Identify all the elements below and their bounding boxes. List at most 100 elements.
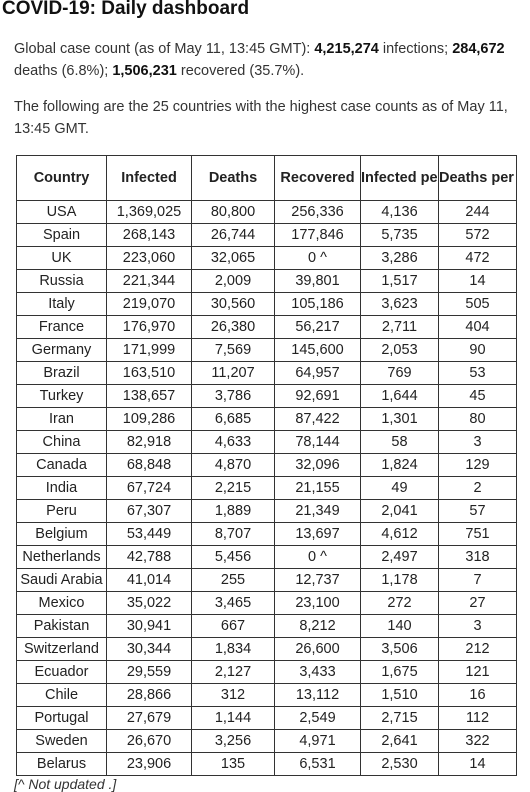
cell-recovered: 26,600 — [274, 637, 361, 661]
cell-infected: 53,449 — [106, 522, 192, 546]
cell-country: China — [16, 430, 107, 454]
cell-recovered: 3,433 — [274, 660, 361, 684]
cell-infected: 171,999 — [106, 338, 192, 362]
cell-country: Saudi Arabia — [16, 568, 107, 592]
cell-country: Germany — [16, 338, 107, 362]
cell-recovered: 56,217 — [274, 315, 361, 339]
table-row: Canada 68,848 4,870 32,096 1,824 129 — [16, 453, 517, 477]
table-row: Chile 28,866 312 13,112 1,510 16 — [16, 683, 517, 707]
cell-deaths-per-million: 112 — [438, 706, 517, 730]
cell-deaths: 7,569 — [191, 338, 275, 362]
table-row: Brazil 163,510 11,207 64,957 769 53 — [16, 361, 517, 385]
table-row: Switzerland 30,344 1,834 26,600 3,506 212 — [16, 637, 517, 661]
table-row: Peru 67,307 1,889 21,349 2,041 57 — [16, 499, 517, 523]
cell-deaths-per-million: 53 — [438, 361, 517, 385]
table-row: Saudi Arabia 41,014 255 12,737 1,178 7 — [16, 568, 517, 592]
cell-infected-per-million: 5,735 — [360, 223, 439, 247]
table-row: Sweden 26,670 3,256 4,971 2,641 322 — [16, 729, 517, 753]
cell-deaths-per-million: 3 — [438, 614, 517, 638]
cell-country: Netherlands — [16, 545, 107, 569]
deaths-value: 284,672 — [452, 41, 505, 57]
cell-deaths: 135 — [191, 752, 275, 776]
cell-recovered: 21,155 — [274, 476, 361, 500]
cell-infected: 28,866 — [106, 683, 192, 707]
cell-infected: 29,559 — [106, 660, 192, 684]
country-cases-table: Country Infected Deaths Recovered Infect… — [16, 155, 517, 776]
cell-infected: 138,657 — [106, 384, 192, 408]
cell-deaths: 3,465 — [191, 591, 275, 615]
cell-recovered: 256,336 — [274, 200, 361, 224]
cell-deaths: 667 — [191, 614, 275, 638]
cell-deaths-per-million: 27 — [438, 591, 517, 615]
cell-recovered: 105,186 — [274, 292, 361, 316]
cell-deaths-per-million: 322 — [438, 729, 517, 753]
cell-country: Russia — [16, 269, 107, 293]
cell-infected: 221,344 — [106, 269, 192, 293]
cell-infected-per-million: 49 — [360, 476, 439, 500]
cell-deaths: 4,870 — [191, 453, 275, 477]
page-title: COVID-19: Daily dashboard — [2, 0, 250, 19]
table-row: Pakistan 30,941 667 8,212 140 3 — [16, 614, 517, 638]
cell-deaths: 1,144 — [191, 706, 275, 730]
column-header-infected: Infected — [106, 155, 192, 201]
cell-country: India — [16, 476, 107, 500]
cell-recovered: 0 ^ — [274, 545, 361, 569]
cell-deaths-per-million: 14 — [438, 752, 517, 776]
column-header-recovered: Recovered — [274, 155, 361, 201]
cell-infected-per-million: 1,301 — [360, 407, 439, 431]
cell-recovered: 2,549 — [274, 706, 361, 730]
table-row: USA 1,369,025 80,800 256,336 4,136 244 — [16, 200, 517, 224]
cell-recovered: 39,801 — [274, 269, 361, 293]
cell-deaths: 32,065 — [191, 246, 275, 270]
cell-infected-per-million: 4,612 — [360, 522, 439, 546]
table-row: Spain 268,143 26,744 177,846 5,735 572 — [16, 223, 517, 247]
table-row: Italy 219,070 30,560 105,186 3,623 505 — [16, 292, 517, 316]
cell-country: Switzerland — [16, 637, 107, 661]
cell-country: Pakistan — [16, 614, 107, 638]
cell-infected: 176,970 — [106, 315, 192, 339]
cell-infected-per-million: 769 — [360, 361, 439, 385]
cell-deaths: 11,207 — [191, 361, 275, 385]
cell-country: France — [16, 315, 107, 339]
cell-infected: 82,918 — [106, 430, 192, 454]
table-row: Russia 221,344 2,009 39,801 1,517 14 — [16, 269, 517, 293]
cell-deaths-per-million: 16 — [438, 683, 517, 707]
cell-recovered: 13,697 — [274, 522, 361, 546]
cell-deaths: 1,889 — [191, 499, 275, 523]
cell-infected-per-million: 1,644 — [360, 384, 439, 408]
cell-infected: 30,941 — [106, 614, 192, 638]
cell-deaths: 3,786 — [191, 384, 275, 408]
cell-country: Chile — [16, 683, 107, 707]
cell-recovered: 78,144 — [274, 430, 361, 454]
table-intro: The following are the 25 countries with … — [14, 99, 508, 137]
cell-recovered: 6,531 — [274, 752, 361, 776]
cell-deaths: 312 — [191, 683, 275, 707]
cell-infected-per-million: 2,041 — [360, 499, 439, 523]
cell-infected: 27,679 — [106, 706, 192, 730]
cell-infected: 268,143 — [106, 223, 192, 247]
deaths-label: deaths (6.8%); — [14, 63, 113, 79]
column-header-deaths: Deaths — [191, 155, 275, 201]
cell-infected: 26,670 — [106, 729, 192, 753]
column-header-country: Country — [16, 155, 107, 201]
cell-deaths-per-million: 472 — [438, 246, 517, 270]
global-summary: Global case count (as of May 11, 13:45 G… — [14, 38, 526, 82]
column-header-deaths-per-million: Deaths per million — [438, 155, 517, 201]
cell-country: Italy — [16, 292, 107, 316]
cell-recovered: 13,112 — [274, 683, 361, 707]
cell-deaths: 80,800 — [191, 200, 275, 224]
cell-infected: 1,369,025 — [106, 200, 192, 224]
cell-deaths: 1,834 — [191, 637, 275, 661]
cell-recovered: 0 ^ — [274, 246, 361, 270]
infections-value: 4,215,274 — [314, 41, 379, 57]
cell-deaths: 30,560 — [191, 292, 275, 316]
cell-infected-per-million: 58 — [360, 430, 439, 454]
cell-infected-per-million: 1,178 — [360, 568, 439, 592]
cell-infected-per-million: 2,497 — [360, 545, 439, 569]
cell-infected: 219,070 — [106, 292, 192, 316]
cell-infected: 67,307 — [106, 499, 192, 523]
table-row: China 82,918 4,633 78,144 58 3 — [16, 430, 517, 454]
table-header-row: Country Infected Deaths Recovered Infect… — [16, 155, 517, 201]
cell-deaths-per-million: 129 — [438, 453, 517, 477]
cell-deaths: 2,215 — [191, 476, 275, 500]
